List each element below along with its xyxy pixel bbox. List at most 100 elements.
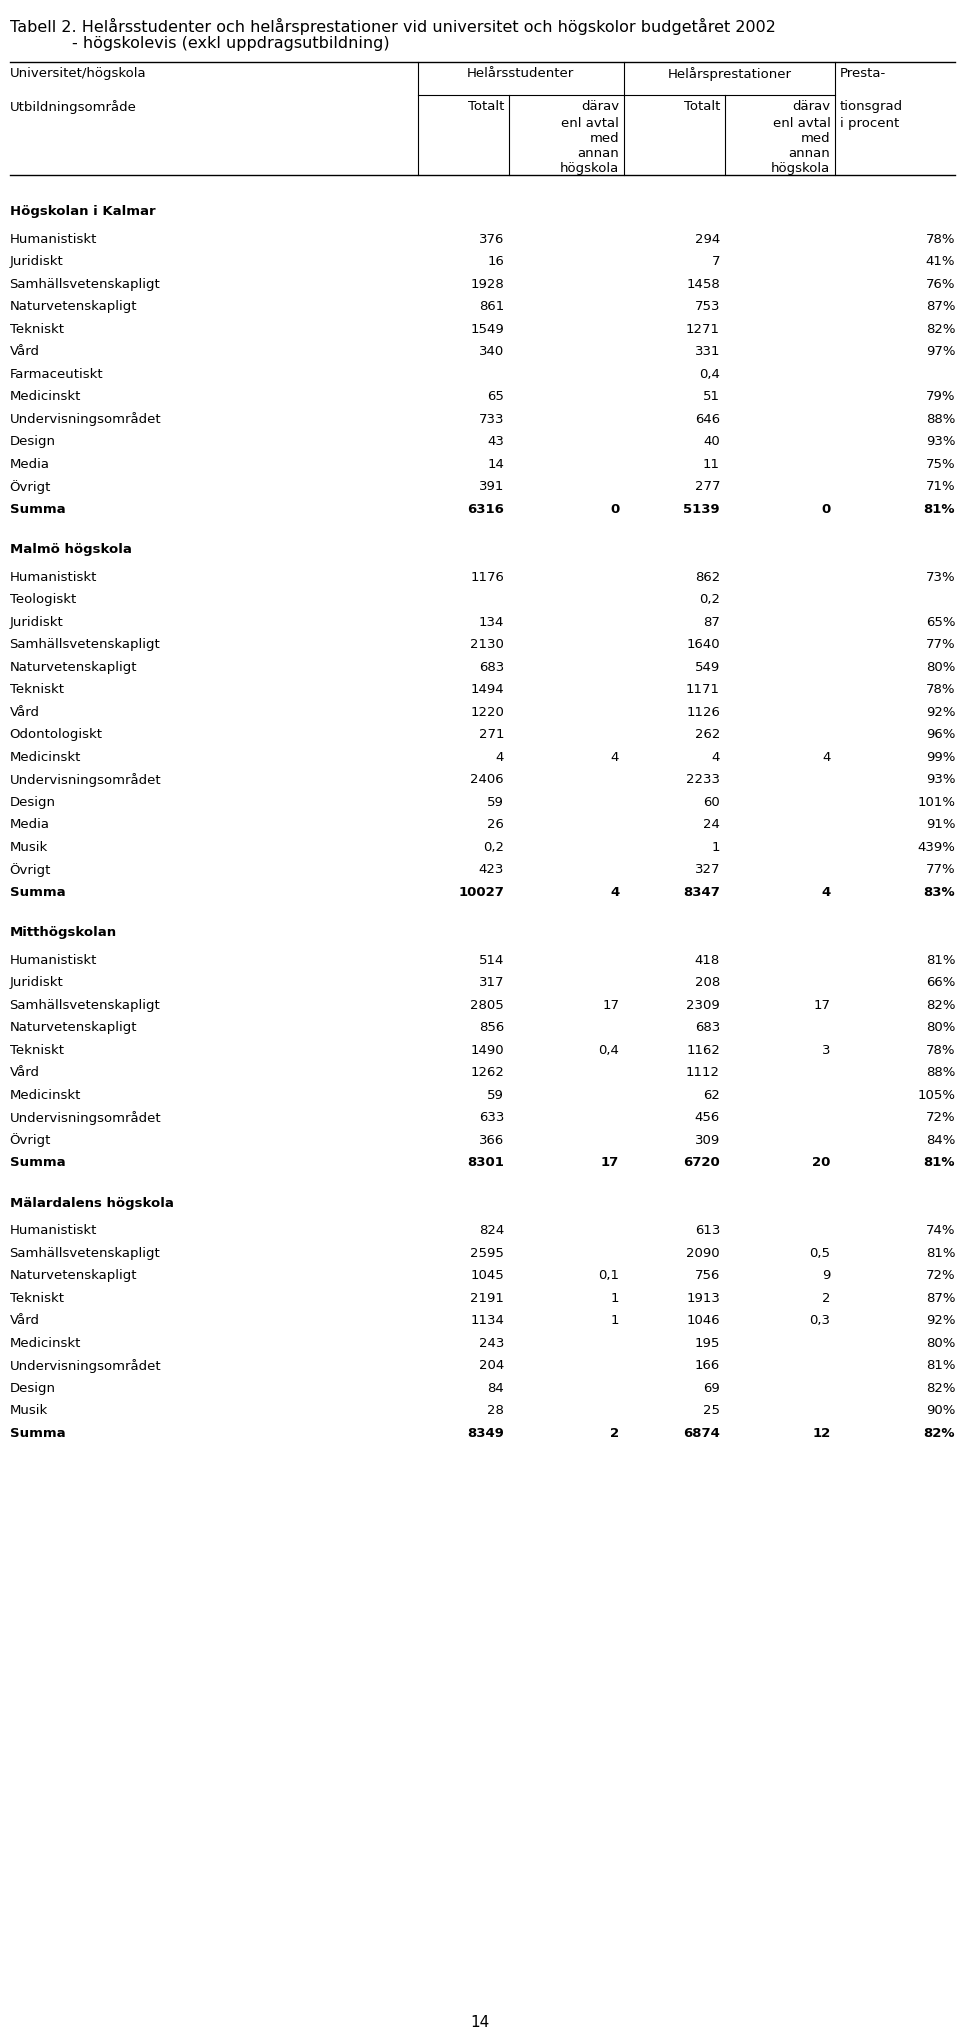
Text: 79%: 79% xyxy=(925,391,955,403)
Text: Medicinskt: Medicinskt xyxy=(10,1337,81,1349)
Text: 2805: 2805 xyxy=(470,999,504,1011)
Text: 97%: 97% xyxy=(925,346,955,358)
Text: 26: 26 xyxy=(487,818,504,830)
Text: 514: 514 xyxy=(479,954,504,967)
Text: 0,3: 0,3 xyxy=(809,1315,830,1327)
Text: - högskolevis (exkl uppdragsutbildning): - högskolevis (exkl uppdragsutbildning) xyxy=(72,37,390,51)
Text: 77%: 77% xyxy=(925,639,955,651)
Text: 96%: 96% xyxy=(925,729,955,741)
Text: 82%: 82% xyxy=(924,1427,955,1439)
Text: 262: 262 xyxy=(695,729,720,741)
Text: 733: 733 xyxy=(478,413,504,425)
Text: 72%: 72% xyxy=(925,1111,955,1123)
Text: Design: Design xyxy=(10,1382,56,1394)
Text: 72%: 72% xyxy=(925,1270,955,1282)
Text: enl avtal: enl avtal xyxy=(773,116,830,130)
Text: 2233: 2233 xyxy=(686,773,720,786)
Text: Naturvetenskapligt: Naturvetenskapligt xyxy=(10,1022,137,1034)
Text: 82%: 82% xyxy=(925,999,955,1011)
Text: Juridiskt: Juridiskt xyxy=(10,254,63,269)
Text: 683: 683 xyxy=(479,661,504,674)
Text: 73%: 73% xyxy=(925,570,955,584)
Text: 14: 14 xyxy=(470,2015,490,2031)
Text: Humanistiskt: Humanistiskt xyxy=(10,954,97,967)
Text: 66%: 66% xyxy=(925,977,955,989)
Text: Tabell 2. Helårsstudenter och helårsprestationer vid universitet och högskolor b: Tabell 2. Helårsstudenter och helårspres… xyxy=(10,18,776,35)
Text: 69: 69 xyxy=(704,1382,720,1394)
Text: 1494: 1494 xyxy=(470,684,504,696)
Text: Summa: Summa xyxy=(10,1156,65,1168)
Text: 2: 2 xyxy=(610,1427,619,1439)
Text: 391: 391 xyxy=(479,480,504,492)
Text: 17: 17 xyxy=(813,999,830,1011)
Text: 41%: 41% xyxy=(925,254,955,269)
Text: 1: 1 xyxy=(711,840,720,853)
Text: 309: 309 xyxy=(695,1133,720,1146)
Text: 1134: 1134 xyxy=(470,1315,504,1327)
Text: enl avtal: enl avtal xyxy=(562,116,619,130)
Text: Tekniskt: Tekniskt xyxy=(10,322,63,336)
Text: 78%: 78% xyxy=(925,684,955,696)
Text: 4: 4 xyxy=(610,885,619,899)
Text: 1045: 1045 xyxy=(470,1270,504,1282)
Text: 613: 613 xyxy=(695,1223,720,1237)
Text: 327: 327 xyxy=(694,863,720,875)
Text: annan: annan xyxy=(789,147,830,161)
Text: 1171: 1171 xyxy=(686,684,720,696)
Text: 74%: 74% xyxy=(925,1223,955,1237)
Text: Tekniskt: Tekniskt xyxy=(10,1044,63,1056)
Text: 82%: 82% xyxy=(925,322,955,336)
Text: 6720: 6720 xyxy=(684,1156,720,1168)
Text: 10027: 10027 xyxy=(458,885,504,899)
Text: 366: 366 xyxy=(479,1133,504,1146)
Text: 8349: 8349 xyxy=(468,1427,504,1439)
Text: 77%: 77% xyxy=(925,863,955,875)
Text: tionsgrad: tionsgrad xyxy=(840,100,903,114)
Text: 2130: 2130 xyxy=(470,639,504,651)
Text: Medicinskt: Medicinskt xyxy=(10,1089,81,1101)
Text: 0,2: 0,2 xyxy=(483,840,504,853)
Text: 0,5: 0,5 xyxy=(809,1247,830,1260)
Text: 166: 166 xyxy=(695,1359,720,1372)
Text: Teologiskt: Teologiskt xyxy=(10,592,76,606)
Text: Media: Media xyxy=(10,458,50,470)
Text: 294: 294 xyxy=(695,232,720,246)
Text: Vård: Vård xyxy=(10,706,39,718)
Text: i procent: i procent xyxy=(840,116,900,130)
Text: 82%: 82% xyxy=(925,1382,955,1394)
Text: 271: 271 xyxy=(478,729,504,741)
Text: Samhällsvetenskapligt: Samhällsvetenskapligt xyxy=(10,639,160,651)
Text: Farmaceutiskt: Farmaceutiskt xyxy=(10,368,104,381)
Text: 62: 62 xyxy=(703,1089,720,1101)
Text: med: med xyxy=(801,132,830,144)
Text: Presta-: Presta- xyxy=(840,67,886,79)
Text: Summa: Summa xyxy=(10,885,65,899)
Text: 75%: 75% xyxy=(925,458,955,470)
Text: 439%: 439% xyxy=(918,840,955,853)
Text: Undervisningsområdet: Undervisningsområdet xyxy=(10,773,161,788)
Text: Vård: Vård xyxy=(10,346,39,358)
Text: Totalt: Totalt xyxy=(468,100,504,114)
Text: 92%: 92% xyxy=(925,706,955,718)
Text: 6874: 6874 xyxy=(684,1427,720,1439)
Text: 208: 208 xyxy=(695,977,720,989)
Text: Vård: Vård xyxy=(10,1066,39,1079)
Text: 4: 4 xyxy=(495,751,504,763)
Text: Helårsstudenter: Helårsstudenter xyxy=(468,67,574,79)
Text: 93%: 93% xyxy=(925,435,955,448)
Text: 204: 204 xyxy=(479,1359,504,1372)
Text: 8301: 8301 xyxy=(468,1156,504,1168)
Text: 43: 43 xyxy=(487,435,504,448)
Text: 2595: 2595 xyxy=(470,1247,504,1260)
Text: Summa: Summa xyxy=(10,503,65,515)
Text: 1162: 1162 xyxy=(686,1044,720,1056)
Text: 81%: 81% xyxy=(925,1247,955,1260)
Text: 65%: 65% xyxy=(925,615,955,629)
Text: 2090: 2090 xyxy=(686,1247,720,1260)
Text: 0: 0 xyxy=(610,503,619,515)
Text: 376: 376 xyxy=(479,232,504,246)
Text: 1640: 1640 xyxy=(686,639,720,651)
Text: 59: 59 xyxy=(487,796,504,808)
Text: 16: 16 xyxy=(487,254,504,269)
Text: 81%: 81% xyxy=(924,503,955,515)
